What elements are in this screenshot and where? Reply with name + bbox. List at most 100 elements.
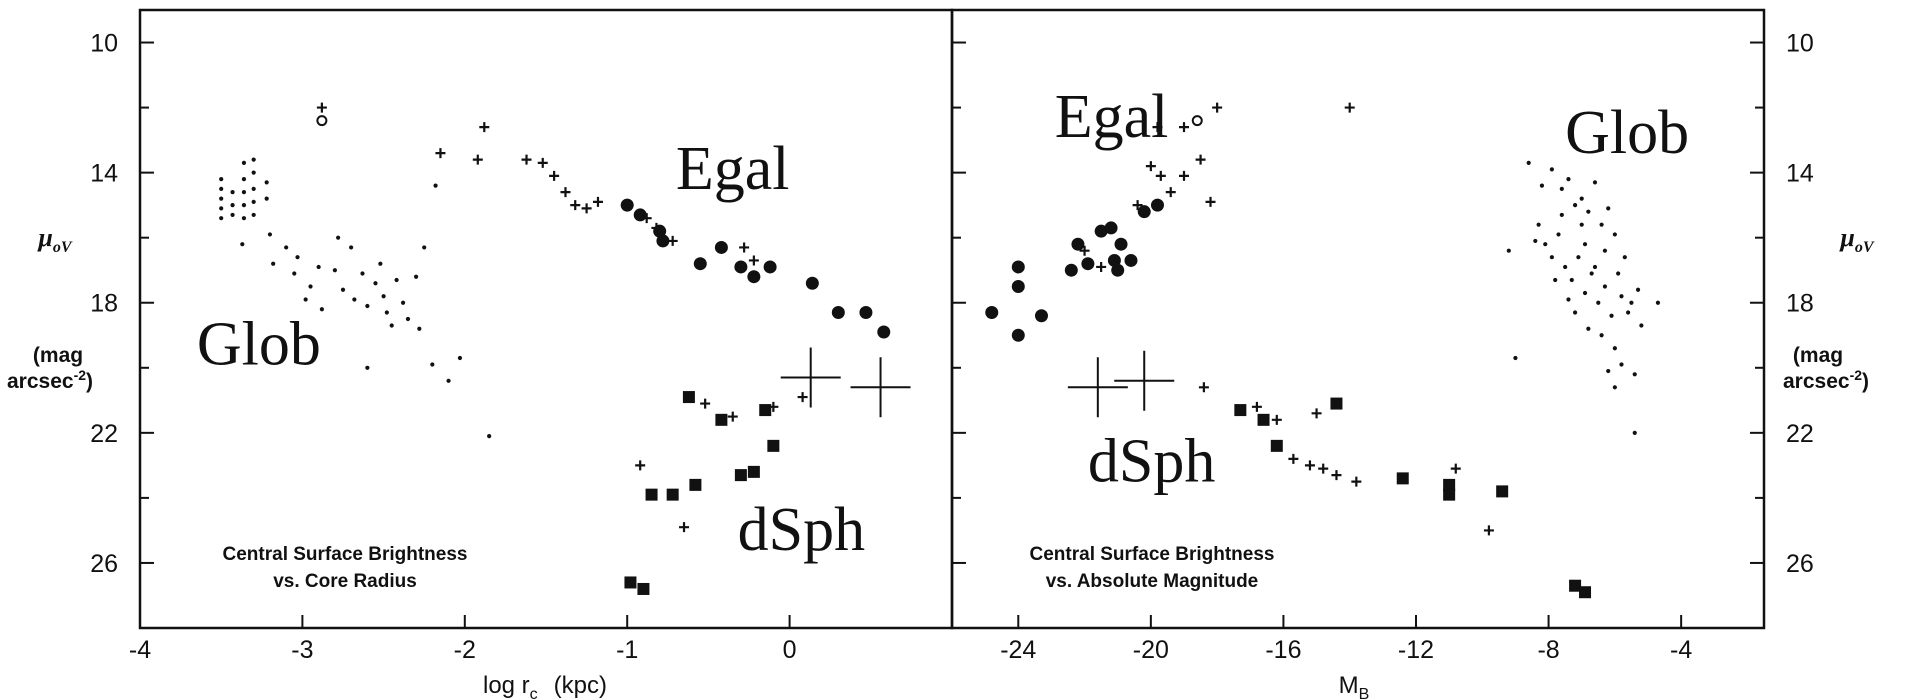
- absolute-magnitude-filled-circle-point: [1081, 257, 1095, 271]
- absolute-magnitude-small-dot-point: [1572, 203, 1578, 208]
- absolute-magnitude-x-axis-text: M: [1339, 672, 1359, 699]
- core-radius-square-point: [689, 478, 702, 491]
- absolute-magnitude-plus-point: [1096, 261, 1107, 272]
- core-radius-y-axis-symbol: μ: [36, 223, 52, 252]
- absolute-magnitude-plus-point: [1145, 161, 1156, 172]
- core-radius-small-dot-point: [373, 281, 378, 286]
- core-radius-small-dot-point: [271, 261, 276, 266]
- absolute-magnitude-square-point: [1270, 439, 1283, 452]
- core-radius-y-axis-unit-line-1: (mag: [33, 344, 83, 367]
- core-radius-x-tick-group: -4 -3 -2 -1 0: [129, 615, 797, 664]
- absolute-magnitude-small-dot-point: [1599, 333, 1604, 338]
- absolute-magnitude-small-dot-point: [1626, 310, 1631, 315]
- absolute-magnitude-filled-circle-point: [985, 305, 999, 319]
- core-radius-x-tick-label: -2: [454, 636, 476, 664]
- absolute-magnitude-plus-point: [1331, 470, 1342, 481]
- core-radius-small-dot-point: [251, 212, 256, 218]
- absolute-magnitude-small-dot-point: [1589, 271, 1594, 276]
- core-radius-plus-point: [581, 203, 592, 214]
- absolute-magnitude-small-dot-point: [1635, 287, 1641, 292]
- absolute-magnitude-plus-point: [1304, 460, 1315, 471]
- absolute-magnitude-plus-point: [1179, 170, 1189, 181]
- core-radius-y-tick-group: 10 14 18 22 26: [90, 30, 154, 578]
- absolute-magnitude-small-dot-point: [1549, 255, 1554, 260]
- core-radius-filled-circle-point: [693, 257, 707, 271]
- core-radius-small-dot-point: [219, 216, 224, 221]
- absolute-magnitude-filled-circle-point: [1107, 253, 1121, 267]
- core-radius-small-dot-point: [389, 323, 394, 328]
- core-radius-y-tick-label: 26: [90, 550, 118, 578]
- core-radius-small-dot-point: [264, 196, 269, 201]
- absolute-magnitude-small-dot-point: [1566, 297, 1571, 302]
- core-radius-plus-point: [316, 102, 327, 113]
- core-radius-small-dot-point: [303, 297, 308, 302]
- core-radius-filled-circle-point: [747, 270, 761, 284]
- absolute-magnitude-y-axis-unit-line-2: arcsec-2): [1783, 367, 1869, 393]
- core-radius-small-dot-point: [292, 271, 297, 276]
- core-radius-plus-point: [570, 200, 581, 211]
- core-radius-plus-point: [748, 255, 759, 266]
- absolute-magnitude-plus-point: [1165, 187, 1176, 198]
- core-radius-caption-line-1: Central Surface Brightness: [223, 544, 468, 565]
- absolute-magnitude-small-dot-point: [1543, 242, 1548, 247]
- core-radius-small-dot-point: [241, 203, 247, 208]
- core-radius-y-axis-unit-sup: -2: [74, 367, 87, 383]
- absolute-magnitude-small-dot-point: [1629, 300, 1634, 305]
- absolute-magnitude-filled-circle-point: [1011, 279, 1025, 293]
- core-radius-x-tick-label: -3: [291, 636, 313, 664]
- core-radius-small-dot-point: [230, 212, 235, 218]
- absolute-magnitude-filled-circle-point: [1114, 237, 1128, 251]
- absolute-magnitude-plus-point: [1212, 102, 1223, 113]
- core-radius-small-dot-point: [319, 307, 324, 312]
- absolute-magnitude-square-point: [1443, 488, 1456, 501]
- core-radius-small-dot-point: [400, 300, 406, 305]
- absolute-magnitude-plus-point: [1195, 154, 1206, 165]
- absolute-magnitude-small-dot-point: [1582, 290, 1588, 296]
- absolute-magnitude-small-dot-point: [1632, 430, 1637, 435]
- core-radius-filled-circle-point: [633, 208, 647, 222]
- absolute-magnitude-small-dot-point: [1572, 310, 1578, 315]
- core-radius-plus-point: [435, 148, 446, 159]
- absolute-magnitude-y-axis-unit-sup: -2: [1850, 367, 1863, 383]
- core-radius-small-dot-point: [394, 277, 399, 283]
- absolute-magnitude-error-cross-point: [1114, 350, 1175, 411]
- absolute-magnitude-small-dot-point: [1622, 255, 1627, 260]
- core-radius-small-dot-point: [352, 297, 357, 302]
- core-radius-small-dot-point: [251, 170, 256, 175]
- absolute-magnitude-plus-point: [1198, 382, 1209, 393]
- core-radius-small-dot-point: [219, 206, 224, 211]
- absolute-magnitude-filled-circle-point: [1011, 260, 1025, 274]
- core-radius-plus-point: [521, 154, 532, 165]
- absolute-magnitude-square-point: [1330, 397, 1343, 410]
- absolute-magnitude-small-dot-point: [1619, 294, 1624, 299]
- core-radius-x-tick-label: -4: [129, 636, 151, 664]
- absolute-magnitude-small-dot-point: [1533, 238, 1538, 244]
- core-radius-small-dot-point: [241, 216, 247, 221]
- absolute-magnitude-small-dot-point: [1549, 167, 1554, 172]
- absolute-magnitude-square-point: [1569, 579, 1582, 592]
- core-radius-plus-point: [635, 460, 646, 471]
- absolute-magnitude-caption-line-2: vs. Absolute Magnitude: [1046, 571, 1259, 592]
- absolute-magnitude-small-dot-point: [1602, 248, 1608, 253]
- core-radius-plus-point: [797, 392, 808, 403]
- core-radius-y-axis-unit-close: ): [86, 370, 93, 393]
- absolute-magnitude-small-dot-point: [1539, 183, 1545, 188]
- absolute-magnitude-small-dot-point: [1559, 212, 1564, 218]
- core-radius-caption-line-2: vs. Core Radius: [273, 571, 417, 592]
- absolute-magnitude-small-dot-point: [1606, 206, 1611, 211]
- core-radius-filled-circle-point: [763, 260, 777, 274]
- core-radius-small-dot-point: [457, 355, 463, 361]
- absolute-magnitude-small-dot-point: [1579, 196, 1584, 201]
- core-radius-filled-circle-point: [831, 305, 845, 319]
- core-radius-square-point: [645, 488, 658, 501]
- absolute-magnitude-plot-frame: [950, 8, 1766, 630]
- core-radius-x-axis-subscript: c: [530, 686, 538, 700]
- absolute-magnitude-y-tick-label: 18: [1786, 290, 1814, 318]
- absolute-magnitude-x-tick-group: -24 -20 -16 -12 -8 -4: [1000, 615, 1692, 664]
- core-radius-small-dot-point: [240, 242, 245, 247]
- absolute-magnitude-small-dot-point: [1556, 232, 1561, 237]
- core-radius-small-dot-point: [336, 235, 341, 240]
- core-radius-small-dot-point: [417, 326, 422, 331]
- absolute-magnitude-small-dot-point: [1576, 255, 1581, 260]
